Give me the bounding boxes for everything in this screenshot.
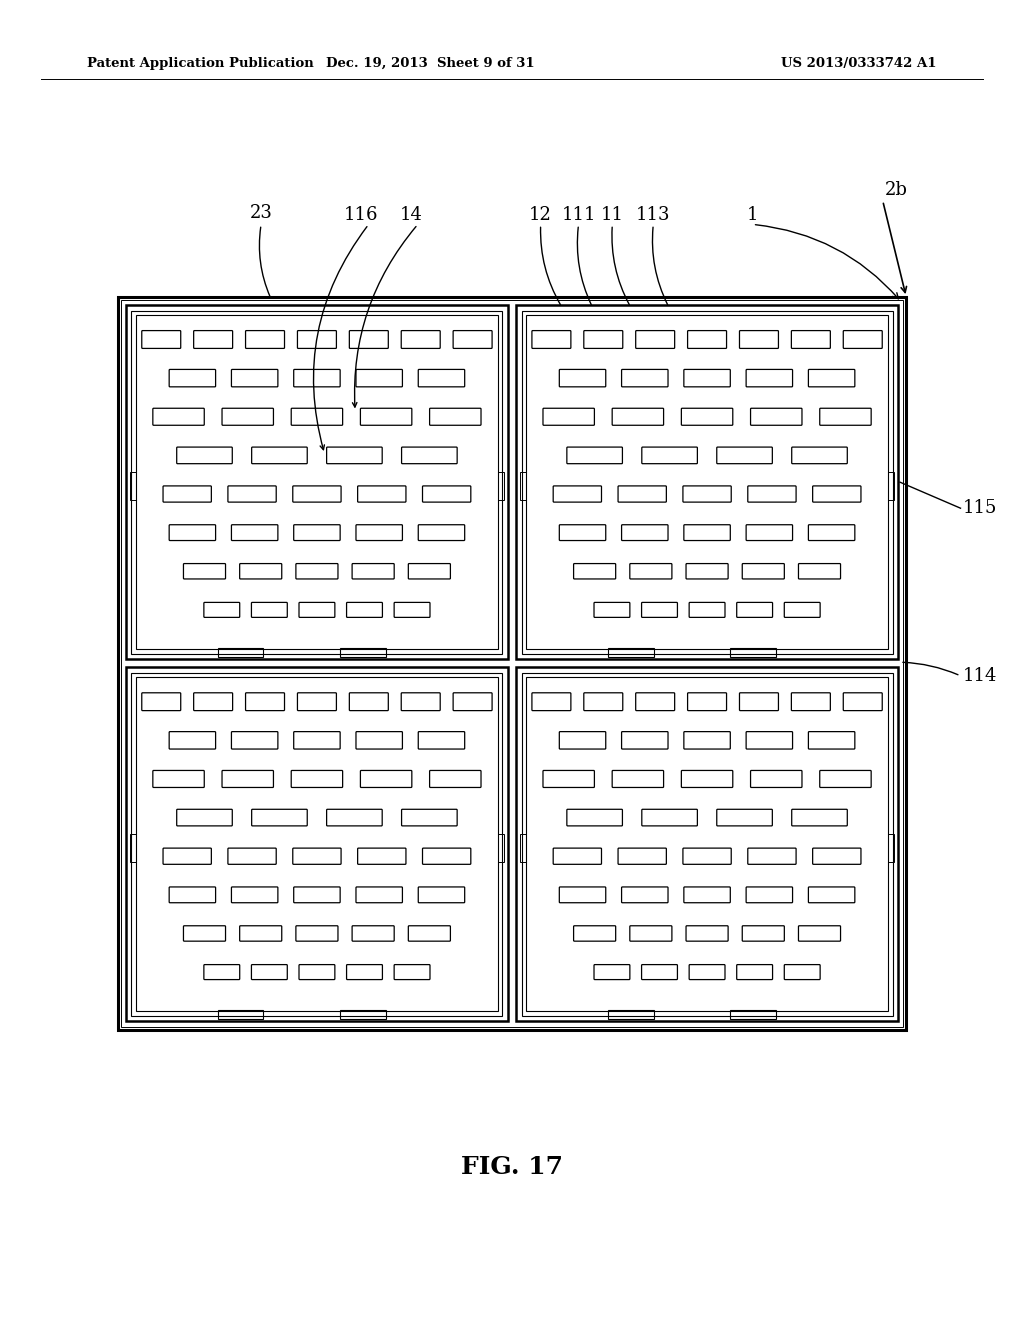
- Bar: [126, 305, 508, 659]
- Bar: [136, 315, 498, 649]
- Bar: [608, 1010, 653, 1019]
- Text: 11: 11: [601, 206, 624, 224]
- Bar: [130, 471, 136, 500]
- Bar: [888, 834, 894, 862]
- Bar: [498, 834, 504, 862]
- Bar: [526, 677, 888, 1011]
- Bar: [131, 673, 503, 1016]
- Text: Dec. 19, 2013  Sheet 9 of 31: Dec. 19, 2013 Sheet 9 of 31: [326, 57, 535, 70]
- Text: 114: 114: [963, 667, 997, 685]
- Bar: [608, 648, 653, 657]
- Text: US 2013/0333742 A1: US 2013/0333742 A1: [781, 57, 937, 70]
- Text: 23: 23: [250, 203, 272, 222]
- Bar: [521, 673, 893, 1016]
- Bar: [218, 648, 263, 657]
- Text: Patent Application Publication: Patent Application Publication: [87, 57, 313, 70]
- Bar: [516, 668, 898, 1022]
- Bar: [126, 668, 508, 1022]
- Bar: [118, 297, 906, 1030]
- Bar: [730, 1010, 776, 1019]
- Bar: [521, 310, 893, 653]
- Bar: [520, 471, 526, 500]
- Bar: [520, 834, 526, 862]
- Text: 14: 14: [400, 206, 423, 224]
- Text: 1: 1: [746, 206, 759, 224]
- Text: 111: 111: [561, 206, 596, 224]
- Bar: [730, 648, 776, 657]
- Text: 113: 113: [636, 206, 671, 224]
- Bar: [218, 1010, 263, 1019]
- Bar: [136, 677, 498, 1011]
- Bar: [526, 315, 888, 649]
- Bar: [130, 834, 136, 862]
- Text: 116: 116: [344, 206, 379, 224]
- Text: 12: 12: [529, 206, 552, 224]
- Text: 115: 115: [963, 499, 997, 517]
- Bar: [888, 471, 894, 500]
- Bar: [131, 310, 503, 653]
- Text: 2b: 2b: [885, 181, 907, 199]
- Bar: [121, 300, 903, 1027]
- Bar: [340, 1010, 386, 1019]
- Bar: [340, 648, 386, 657]
- Bar: [498, 471, 504, 500]
- Text: FIG. 17: FIG. 17: [461, 1155, 563, 1179]
- Bar: [516, 305, 898, 659]
